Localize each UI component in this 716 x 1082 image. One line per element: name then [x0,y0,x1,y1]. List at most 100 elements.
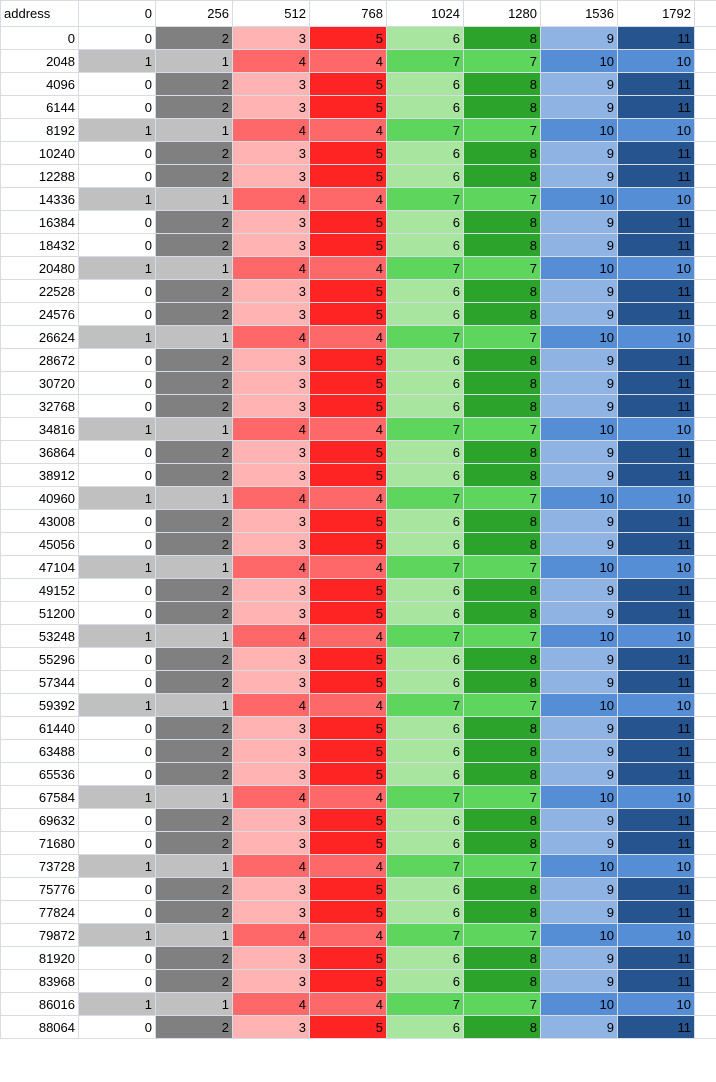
value-cell: 6 [386,394,464,418]
value-cell: 2 [155,831,233,855]
value-cell: 11 [617,302,695,326]
address-cell: 12288 [0,164,79,188]
column-header: 0 [78,0,156,27]
value-cell: 4 [232,187,310,211]
address-cell: 47104 [0,555,79,579]
value-cell: 8 [463,95,541,119]
value-cell: 9 [540,808,618,832]
value-cell: 11 [617,233,695,257]
empty-cell [694,141,716,165]
address-cell: 73728 [0,854,79,878]
data-row: 86016 1 1 4 4 7 7 10 10 [0,992,716,1016]
value-cell: 2 [155,716,233,740]
value-cell: 5 [309,302,387,326]
value-cell: 9 [540,348,618,372]
value-cell: 5 [309,532,387,556]
value-cell: 0 [78,601,156,625]
value-cell: 11 [617,463,695,487]
value-cell: 3 [232,463,310,487]
value-cell: 2 [155,601,233,625]
value-cell: 3 [232,72,310,96]
address-cell: 45056 [0,532,79,556]
value-cell: 0 [78,877,156,901]
value-cell: 0 [78,95,156,119]
value-cell: 10 [540,486,618,510]
value-cell: 7 [463,693,541,717]
value-cell: 7 [463,256,541,280]
value-cell: 5 [309,946,387,970]
value-cell: 6 [386,1015,464,1039]
empty-cell [694,233,716,257]
value-cell: 2 [155,371,233,395]
value-cell: 9 [540,72,618,96]
empty-cell [694,762,716,786]
address-cell: 86016 [0,992,79,1016]
address-cell: 34816 [0,417,79,441]
value-cell: 9 [540,831,618,855]
value-cell: 2 [155,348,233,372]
value-cell: 2 [155,739,233,763]
value-cell: 10 [617,854,695,878]
value-cell: 2 [155,95,233,119]
value-cell: 0 [78,210,156,234]
value-cell: 2 [155,578,233,602]
value-cell: 4 [309,854,387,878]
value-cell: 10 [540,992,618,1016]
data-row: 81920 0 2 3 5 6 8 9 11 [0,946,716,970]
address-cell: 49152 [0,578,79,602]
value-cell: 7 [463,785,541,809]
value-cell: 2 [155,394,233,418]
value-cell: 8 [463,279,541,303]
value-cell: 1 [155,118,233,142]
empty-cell [694,95,716,119]
value-cell: 2 [155,969,233,993]
value-cell: 9 [540,440,618,464]
data-row: 36864 0 2 3 5 6 8 9 11 [0,440,716,464]
value-cell: 6 [386,440,464,464]
empty-cell [694,463,716,487]
value-cell: 11 [617,371,695,395]
value-cell: 9 [540,601,618,625]
address-cell: 57344 [0,670,79,694]
data-row: 55296 0 2 3 5 6 8 9 11 [0,647,716,671]
value-cell: 10 [540,923,618,947]
value-cell: 6 [386,831,464,855]
value-cell: 3 [232,95,310,119]
value-cell: 9 [540,302,618,326]
value-cell: 10 [540,256,618,280]
value-cell: 10 [617,923,695,947]
value-cell: 0 [78,279,156,303]
data-row: 16384 0 2 3 5 6 8 9 11 [0,210,716,234]
value-cell: 5 [309,95,387,119]
value-cell: 7 [463,486,541,510]
data-row: 34816 1 1 4 4 7 7 10 10 [0,417,716,441]
value-cell: 8 [463,348,541,372]
data-row: 43008 0 2 3 5 6 8 9 11 [0,509,716,533]
value-cell: 7 [386,923,464,947]
empty-cell [694,302,716,326]
value-cell: 5 [309,394,387,418]
value-cell: 4 [309,256,387,280]
empty-cell [694,417,716,441]
value-cell: 3 [232,670,310,694]
value-cell: 3 [232,647,310,671]
value-cell: 1 [78,49,156,73]
data-row: 53248 1 1 4 4 7 7 10 10 [0,624,716,648]
value-cell: 2 [155,762,233,786]
address-cell: 18432 [0,233,79,257]
value-cell: 0 [78,348,156,372]
value-cell: 5 [309,762,387,786]
value-cell: 8 [463,532,541,556]
value-cell: 4 [309,325,387,349]
value-cell: 8 [463,601,541,625]
value-cell: 6 [386,670,464,694]
value-cell: 4 [232,256,310,280]
value-cell: 8 [463,946,541,970]
value-cell: 8 [463,739,541,763]
value-cell: 0 [78,969,156,993]
value-cell: 4 [232,854,310,878]
value-cell: 11 [617,808,695,832]
value-cell: 2 [155,1015,233,1039]
value-cell: 2 [155,808,233,832]
value-cell: 10 [540,854,618,878]
